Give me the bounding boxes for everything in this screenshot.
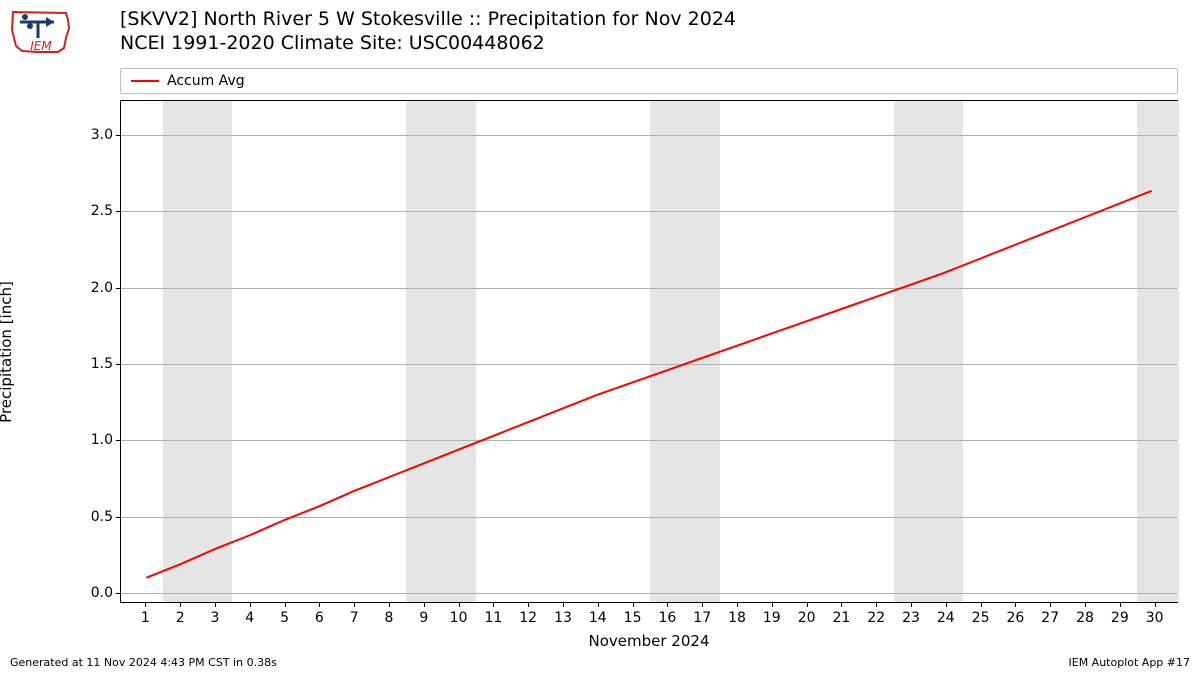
x-tick-label: 24 — [937, 610, 955, 626]
line-series — [121, 101, 1177, 602]
x-tick — [841, 602, 842, 607]
x-tick-label: 1 — [141, 610, 150, 626]
footer-generated-text: Generated at 11 Nov 2024 4:43 PM CST in … — [10, 656, 277, 669]
x-tick — [598, 602, 599, 607]
x-tick — [493, 602, 494, 607]
x-tick-label: 22 — [867, 610, 885, 626]
x-tick — [667, 602, 668, 607]
x-tick-label: 12 — [519, 610, 537, 626]
x-tick — [424, 602, 425, 607]
x-tick-label: 15 — [624, 610, 642, 626]
x-tick-label: 10 — [450, 610, 468, 626]
x-tick — [981, 602, 982, 607]
x-axis-label: November 2024 — [589, 632, 710, 650]
x-tick — [285, 602, 286, 607]
y-tick-label: 0.5 — [91, 509, 113, 525]
x-tick — [1015, 602, 1016, 607]
x-tick — [319, 602, 320, 607]
x-tick-label: 28 — [1076, 610, 1094, 626]
x-tick-label: 23 — [902, 610, 920, 626]
x-tick-label: 19 — [763, 610, 781, 626]
x-tick — [1120, 602, 1121, 607]
x-tick — [737, 602, 738, 607]
x-tick — [215, 602, 216, 607]
x-tick-label: 25 — [972, 610, 990, 626]
x-tick — [807, 602, 808, 607]
x-tick — [389, 602, 390, 607]
x-tick — [702, 602, 703, 607]
y-axis-label: Precipitation [inch] — [0, 281, 15, 423]
x-tick — [772, 602, 773, 607]
x-tick-label: 11 — [484, 610, 502, 626]
footer-app-text: IEM Autoplot App #17 — [1069, 656, 1191, 669]
x-tick-label: 27 — [1041, 610, 1059, 626]
x-tick-label: 9 — [419, 610, 428, 626]
x-tick-label: 3 — [210, 610, 219, 626]
accum-avg-line — [146, 191, 1151, 578]
x-tick — [180, 602, 181, 607]
x-tick — [145, 602, 146, 607]
x-tick-label: 30 — [1146, 610, 1164, 626]
chart-title-block: [SKVV2] North River 5 W Stokesville :: P… — [120, 8, 736, 56]
x-tick — [563, 602, 564, 607]
x-tick — [250, 602, 251, 607]
x-tick-label: 20 — [798, 610, 816, 626]
x-tick — [354, 602, 355, 607]
x-tick — [528, 602, 529, 607]
y-tick-label: 0.0 — [91, 585, 113, 601]
chart-container: Accum Avg Precipitation [inch] November … — [120, 68, 1178, 603]
legend-line-swatch — [131, 80, 159, 82]
chart-title-line1: [SKVV2] North River 5 W Stokesville :: P… — [120, 8, 736, 32]
x-tick-label: 18 — [728, 610, 746, 626]
x-tick — [1050, 602, 1051, 607]
x-tick-label: 21 — [832, 610, 850, 626]
chart-plot-area: Precipitation [inch] November 2024 0.00.… — [120, 100, 1178, 603]
legend-label: Accum Avg — [167, 73, 245, 89]
x-tick-label: 14 — [589, 610, 607, 626]
logo-text: IEM — [30, 39, 52, 53]
x-tick — [633, 602, 634, 607]
x-tick-label: 13 — [554, 610, 572, 626]
x-tick — [876, 602, 877, 607]
x-tick-label: 5 — [280, 610, 289, 626]
x-tick-label: 8 — [385, 610, 394, 626]
x-tick-label: 7 — [350, 610, 359, 626]
x-tick-label: 16 — [658, 610, 676, 626]
y-tick-label: 2.5 — [91, 203, 113, 219]
chart-title-line2: NCEI 1991-2020 Climate Site: USC00448062 — [120, 32, 736, 56]
x-tick — [1085, 602, 1086, 607]
y-tick-label: 3.0 — [91, 127, 113, 143]
x-tick-label: 17 — [693, 610, 711, 626]
y-tick-label: 1.5 — [91, 356, 113, 372]
x-tick — [911, 602, 912, 607]
x-tick-label: 6 — [315, 610, 324, 626]
y-tick-label: 2.0 — [91, 280, 113, 296]
iem-logo: IEM — [8, 8, 74, 56]
x-tick — [946, 602, 947, 607]
x-tick-label: 2 — [176, 610, 185, 626]
x-tick — [1155, 602, 1156, 607]
chart-legend: Accum Avg — [120, 68, 1178, 94]
y-tick-label: 1.0 — [91, 432, 113, 448]
x-tick-label: 26 — [1007, 610, 1025, 626]
x-tick — [459, 602, 460, 607]
x-tick-label: 4 — [245, 610, 254, 626]
x-tick-label: 29 — [1111, 610, 1129, 626]
